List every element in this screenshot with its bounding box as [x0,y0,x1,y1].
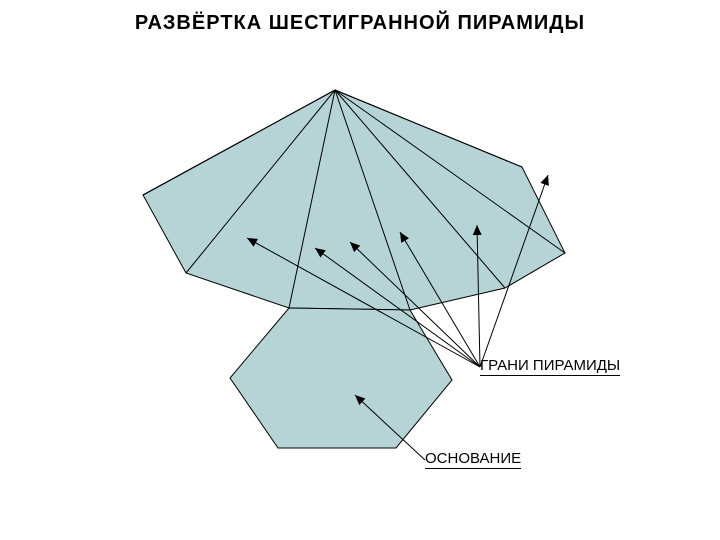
diagram-svg [0,0,720,540]
pyramid-fan [143,90,565,310]
label-base: ОСНОВАНИЕ [425,450,521,467]
page-title: РАЗВЁРТКА ШЕСТИГРАННОЙ ПИРАМИДЫ [0,12,720,35]
pyramid-base [230,308,452,448]
arrow-face-5-head [540,175,548,186]
label-faces: ГРАНИ ПИРАМИДЫ [480,357,620,374]
